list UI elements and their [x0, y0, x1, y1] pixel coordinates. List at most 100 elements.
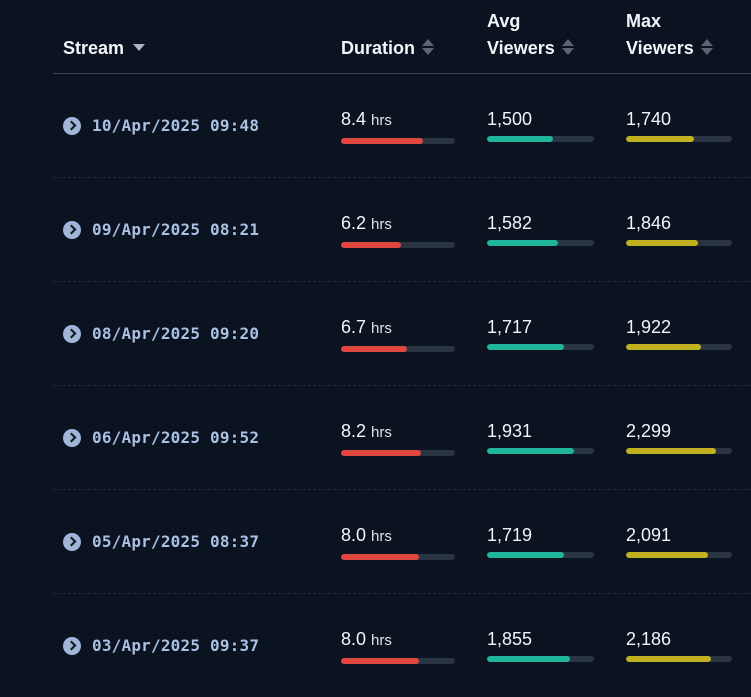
chevron-right-circle-icon[interactable]: [63, 532, 81, 551]
table-row[interactable]: 05/Apr/2025 08:37 8.0 hrs 1,719 2,091: [53, 490, 751, 594]
stream-cell[interactable]: 03/Apr/2025 09:37: [63, 636, 259, 655]
column-header-avg-viewers-label: Avg Viewers: [487, 11, 555, 58]
column-header-stream[interactable]: Stream: [63, 35, 146, 62]
avg-viewers-bar-fill: [487, 136, 554, 142]
avg-viewers-cell: 1,719: [487, 524, 594, 558]
avg-viewers-bar: [487, 344, 594, 350]
max-viewers-cell: 1,922: [626, 316, 732, 350]
table-body: 10/Apr/2025 09:48 8.4 hrs 1,500 1,740 09…: [53, 74, 751, 697]
max-viewers-value: 2,299: [626, 421, 672, 441]
duration-bar-fill: [341, 138, 424, 144]
duration-unit: hrs: [371, 112, 392, 129]
streams-table: Stream Duration Avg Viewers Max Viewers …: [53, 0, 751, 697]
duration-bar: [341, 658, 455, 664]
duration-unit: hrs: [371, 528, 392, 545]
stream-link[interactable]: 08/Apr/2025 09:20: [92, 324, 260, 343]
stream-link[interactable]: 03/Apr/2025 09:37: [92, 636, 260, 655]
stream-cell[interactable]: 06/Apr/2025 09:52: [63, 428, 259, 447]
column-header-avg-viewers[interactable]: Avg Viewers: [487, 8, 574, 62]
duration-bar: [341, 346, 455, 352]
avg-viewers-cell: 1,500: [487, 108, 594, 142]
duration-value: 8.0: [341, 525, 367, 545]
column-header-duration-label: Duration: [341, 38, 415, 58]
column-header-stream-label: Stream: [63, 38, 125, 58]
max-viewers-bar-fill: [626, 448, 717, 454]
duration-bar-fill: [341, 450, 421, 456]
max-viewers-bar-fill: [626, 656, 711, 662]
chevron-right-circle-icon[interactable]: [63, 220, 81, 239]
max-viewers-cell: 1,846: [626, 212, 732, 246]
stream-cell[interactable]: 10/Apr/2025 09:48: [63, 116, 259, 135]
sort-icon[interactable]: [561, 39, 574, 55]
max-viewers-value: 2,091: [626, 525, 672, 545]
max-viewers-bar-fill: [626, 240, 699, 246]
duration-unit: hrs: [371, 632, 392, 649]
duration-bar: [341, 554, 455, 560]
column-header-max-viewers[interactable]: Max Viewers: [626, 8, 713, 62]
table-row[interactable]: 09/Apr/2025 08:21 6.2 hrs 1,582 1,846: [53, 178, 751, 282]
avg-viewers-bar-fill: [487, 448, 574, 454]
max-viewers-value: 1,922: [626, 317, 672, 337]
avg-viewers-bar: [487, 136, 594, 142]
max-viewers-bar: [626, 656, 732, 662]
duration-value: 8.0: [341, 629, 367, 649]
duration-value: 6.2: [341, 213, 367, 233]
avg-viewers-bar: [487, 552, 594, 558]
duration-bar-fill: [341, 658, 419, 664]
duration-bar-fill: [341, 554, 419, 560]
avg-viewers-bar-fill: [487, 656, 571, 662]
sort-icon[interactable]: [700, 39, 713, 55]
stream-link[interactable]: 05/Apr/2025 08:37: [92, 532, 260, 551]
stream-link[interactable]: 09/Apr/2025 08:21: [92, 220, 260, 239]
stream-link[interactable]: 06/Apr/2025 09:52: [92, 428, 260, 447]
avg-viewers-value: 1,931: [487, 421, 533, 441]
sort-icon[interactable]: [422, 39, 434, 55]
avg-viewers-cell: 1,582: [487, 212, 594, 246]
max-viewers-value: 1,846: [626, 213, 672, 233]
duration-bar-fill: [341, 346, 408, 352]
max-viewers-bar: [626, 240, 732, 246]
max-viewers-cell: 1,740: [626, 108, 732, 142]
max-viewers-cell: 2,299: [626, 420, 732, 454]
max-viewers-bar: [626, 552, 732, 558]
max-viewers-value: 2,186: [626, 629, 672, 649]
avg-viewers-bar-fill: [487, 552, 565, 558]
avg-viewers-cell: 1,931: [487, 420, 594, 454]
duration-cell: 6.2 hrs: [341, 212, 455, 248]
table-row[interactable]: 03/Apr/2025 09:37 8.0 hrs 1,855 2,186: [53, 594, 751, 697]
stream-link[interactable]: 10/Apr/2025 09:48: [92, 116, 260, 135]
duration-value: 6.7: [341, 317, 367, 337]
column-header-duration[interactable]: Duration: [341, 35, 434, 62]
max-viewers-value: 1,740: [626, 109, 672, 129]
duration-unit: hrs: [371, 216, 392, 233]
avg-viewers-cell: 1,855: [487, 628, 594, 662]
avg-viewers-bar: [487, 656, 594, 662]
avg-viewers-cell: 1,717: [487, 316, 594, 350]
stream-cell[interactable]: 08/Apr/2025 09:20: [63, 324, 259, 343]
max-viewers-bar: [626, 136, 732, 142]
stream-cell[interactable]: 05/Apr/2025 08:37: [63, 532, 259, 551]
duration-cell: 8.0 hrs: [341, 524, 455, 560]
avg-viewers-value: 1,855: [487, 629, 533, 649]
max-viewers-bar-fill: [626, 136, 694, 142]
table-row[interactable]: 08/Apr/2025 09:20 6.7 hrs 1,717 1,922: [53, 282, 751, 386]
avg-viewers-bar-fill: [487, 240, 558, 246]
column-header-max-viewers-label: Max Viewers: [626, 11, 694, 58]
max-viewers-bar-fill: [626, 344, 702, 350]
chevron-right-circle-icon[interactable]: [63, 428, 81, 447]
chevron-right-circle-icon[interactable]: [63, 636, 81, 655]
duration-unit: hrs: [371, 424, 392, 441]
duration-value: 8.4: [341, 109, 367, 129]
table-row[interactable]: 10/Apr/2025 09:48 8.4 hrs 1,500 1,740: [53, 74, 751, 178]
avg-viewers-bar: [487, 448, 594, 454]
chevron-right-circle-icon[interactable]: [63, 116, 81, 135]
stream-cell[interactable]: 09/Apr/2025 08:21: [63, 220, 259, 239]
table-row[interactable]: 06/Apr/2025 09:52 8.2 hrs 1,931 2,299: [53, 386, 751, 490]
duration-cell: 8.0 hrs: [341, 628, 455, 664]
sort-descending-icon[interactable]: [133, 44, 146, 51]
table-header: Stream Duration Avg Viewers Max Viewers: [53, 0, 751, 74]
avg-viewers-bar: [487, 240, 594, 246]
avg-viewers-value: 1,717: [487, 317, 533, 337]
avg-viewers-bar-fill: [487, 344, 565, 350]
chevron-right-circle-icon[interactable]: [63, 324, 81, 343]
